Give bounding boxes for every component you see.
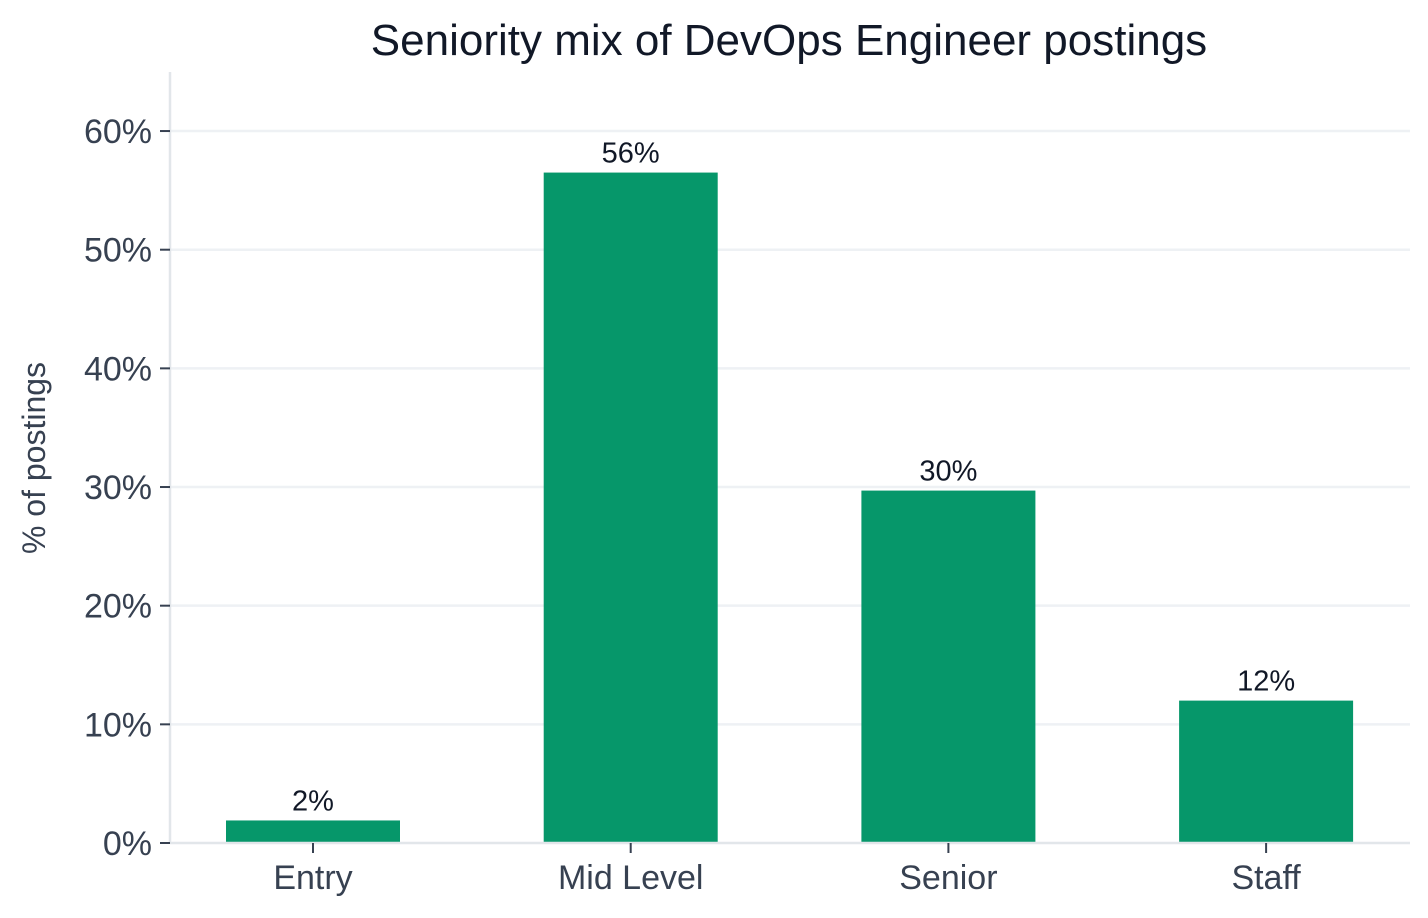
- bars: [226, 172, 1354, 844]
- y-tick-label: 40%: [84, 350, 152, 388]
- y-axis-ticks: 0% 10% 20% 30% 40% 50% 60%: [84, 113, 170, 863]
- bar: [226, 820, 400, 843]
- x-tick-label: Entry: [273, 859, 352, 897]
- y-axis-label: % of postings: [16, 362, 52, 554]
- data-labels: 2% 56% 30% 12%: [292, 138, 1295, 818]
- bar: [1179, 700, 1354, 843]
- bar: [861, 490, 1036, 843]
- bar: [543, 172, 718, 844]
- y-tick-label: 50%: [84, 232, 152, 270]
- data-label: 2%: [292, 785, 334, 817]
- grid-lines: [170, 129, 1410, 726]
- x-tick-label: Staff: [1231, 859, 1301, 897]
- x-tick-label: Senior: [899, 859, 997, 897]
- y-tick-label: 0%: [103, 825, 152, 863]
- data-label: 12%: [1237, 666, 1295, 698]
- x-axis-ticks: Entry Mid Level Senior Staff: [273, 843, 1301, 897]
- y-tick-label: 10%: [84, 706, 152, 744]
- data-label: 30%: [919, 456, 977, 488]
- data-label: 56%: [602, 138, 660, 170]
- y-tick-label: 60%: [84, 113, 152, 151]
- y-tick-label: 30%: [84, 469, 152, 507]
- y-tick-label: 20%: [84, 588, 152, 626]
- x-tick-label: Mid Level: [558, 859, 704, 897]
- chart-title: Seniority mix of DevOps Engineer posting…: [371, 16, 1207, 65]
